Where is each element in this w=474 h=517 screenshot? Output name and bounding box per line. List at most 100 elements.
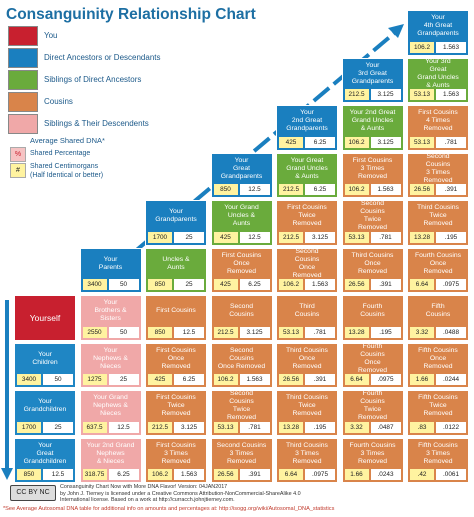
relationship-cell: Fourth Cousins Once Removed 6.64.0975	[341, 342, 404, 388]
relationship-cell: Your Nephews & Nieces 1275 25	[79, 342, 142, 388]
relationship-cell: Fifth Cousins 3 Times Removed .42.0061	[407, 437, 469, 483]
shared-centimorgans: 1.66	[344, 469, 369, 480]
relationship-cell: Your Grandchildren 1700 25	[14, 390, 76, 436]
shared-centimorgans: 318.75	[82, 469, 107, 480]
shared-centimorgans: 3400	[82, 279, 107, 290]
relationship-label: First Cousins 3 Times Removed	[156, 441, 196, 465]
shared-centimorgans: 425	[279, 136, 303, 148]
shared-centimorgans: 2550	[82, 326, 107, 338]
relationship-label: Your 3rd Great Grand Uncles & Aunts	[417, 57, 459, 89]
shared-centimorgans: 850	[148, 279, 172, 290]
relationship-label: Your Grand Uncles & Aunts	[224, 204, 259, 228]
relationship-cell: First Cousins Twice Removed 212.5 3.125	[145, 390, 207, 436]
relationship-label: First Cousins	[156, 307, 196, 315]
shared-centimorgans: 425	[213, 231, 238, 243]
relationship-cell: Third Cousins Twice Removed 13.28.195	[407, 200, 469, 246]
legend-label: You	[44, 31, 58, 40]
relationship-label: Your 4th Great Grandparents	[417, 14, 459, 38]
relationship-label: Your 2nd Grand Nephews & Nieces	[86, 441, 135, 465]
relationship-label: Fifth Cousins Once Removed	[418, 346, 458, 370]
shared-centimorgans: 212.5	[213, 326, 238, 338]
shared-percentage: .0488	[436, 326, 466, 338]
cm-label: Shared Centimorgans (Half Identical or b…	[30, 163, 104, 179]
shared-centimorgans: 425	[148, 374, 172, 385]
shared-centimorgans: 106.2	[410, 41, 434, 53]
relationship-label: Third Cousins Twice Removed	[286, 394, 328, 418]
relationship-cell: Yourself	[14, 295, 76, 341]
shared-centimorgans: 26.56	[344, 279, 369, 290]
relationship-label: Fourth Cousins	[360, 303, 385, 319]
shared-percentage: .195	[436, 231, 466, 243]
relationship-cell: Your 2nd Great Grand Uncles & Aunts 106.2…	[341, 105, 404, 151]
relationship-label: Second Cousins	[229, 303, 254, 319]
legend-label: Cousins	[44, 97, 73, 106]
shared-percentage: 3.125	[239, 326, 270, 338]
shared-percentage: .391	[370, 279, 401, 290]
relationship-cell: Your Grand Nephews & Nieces 637.5 12.5	[79, 390, 142, 436]
relationship-label: Your Grandchildren	[23, 398, 67, 414]
relationship-label: First Cousins 4 Times Removed	[418, 109, 458, 133]
relationship-cell: First Cousins 4 Times Removed 53.13.781	[407, 105, 469, 151]
relationship-cell: Fifth Cousins Twice Removed .83.0122	[407, 390, 469, 436]
shared-centimorgans: 26.56	[213, 469, 238, 480]
shared-centimorgans: 13.28	[279, 421, 303, 433]
legend-swatch	[8, 114, 38, 134]
shared-centimorgans: 212.5	[279, 184, 303, 195]
relationship-label: Your 2nd Great Grandparents	[286, 109, 328, 133]
shared-centimorgans: 106.2	[344, 184, 369, 195]
footer-text: Consanguinity Chart Now with More DNA Fl…	[60, 484, 301, 503]
shared-centimorgans: 850	[148, 326, 172, 338]
relationship-cell: Your 2nd Great Grandparents 425 6.25	[276, 105, 338, 151]
relationship-cell: First Cousins 3 Times Removed 106.2 1.563	[145, 437, 207, 483]
relationship-cell: Second Cousins 3 Times Removed 26.56.391	[407, 152, 469, 198]
shared-percentage: .0243	[370, 469, 401, 480]
relationship-cell: Third Cousins Once Removed 26.56.391	[341, 247, 404, 293]
relationship-label: Your Parents	[98, 255, 123, 271]
legend-swatch	[8, 48, 38, 68]
shared-percentage: 50	[108, 326, 139, 338]
shared-centimorgans: 53.13	[410, 89, 434, 100]
shared-percentage: 3.125	[174, 421, 204, 433]
shared-percentage: 6.25	[239, 279, 270, 290]
relationship-label: Fifth Cousins 3 Times Removed	[418, 441, 458, 465]
legend-label: Direct Ancestors or Descendants	[44, 53, 161, 62]
relationship-label: Your Brothers & Sisters	[94, 299, 127, 323]
shared-centimorgans: 212.5	[344, 89, 369, 100]
relationship-cell: Your Grandparents 1700 25	[145, 200, 207, 246]
shared-centimorgans: 53.13	[344, 231, 369, 243]
relationship-cell: Fourth Cousins 3 Times Removed 1.66.0243	[341, 437, 404, 483]
relationship-label: Second Cousins 3 Times Removed	[216, 441, 267, 465]
relationship-label: Your 3rd Great Grandparents	[351, 61, 394, 85]
shared-percentage: 50	[108, 279, 139, 290]
legend-swatch	[8, 92, 38, 112]
shared-centimorgans: 212.5	[279, 231, 303, 243]
shared-percentage: 25	[174, 231, 204, 243]
legend-swatch	[8, 26, 38, 46]
shared-centimorgans: 212.5	[148, 421, 172, 433]
shared-centimorgans: 106.2	[344, 136, 369, 148]
relationship-label: Third Cousins	[294, 303, 320, 319]
relationship-cell: First Cousins Once Removed 425 6.25	[210, 247, 273, 293]
shared-percentage: 6.25	[305, 184, 335, 195]
shared-centimorgans: 26.56	[279, 374, 303, 385]
chart-title: Consanguinity Relationship Chart	[6, 6, 256, 23]
legend-label: Siblings & Their Descendents	[44, 119, 149, 128]
shared-centimorgans: .83	[410, 421, 434, 433]
shared-percentage: 6.25	[305, 136, 335, 148]
relationship-cell: Your Brothers & Sisters 2550 50	[79, 295, 142, 341]
relationship-cell: First Cousins 3 Times Removed 106.2 1.563	[341, 152, 404, 198]
relationship-label: Third Cousins Once Removed	[351, 251, 394, 275]
relationship-label: Second Cousins Twice Removed	[226, 390, 257, 422]
legend-label: Siblings of Direct Ancestors	[44, 75, 142, 84]
relationship-cell: Fifth Cousins 3.32.0488	[407, 295, 469, 341]
relationship-label: Yourself	[29, 312, 61, 323]
relationship-label: Second Cousins Once Removed	[217, 346, 266, 370]
relationship-cell: Your Great Grandchildren 850 12.5	[14, 437, 76, 483]
shared-percentage: .0975	[370, 374, 401, 385]
relationship-cell: Your Parents 3400 50	[79, 247, 142, 293]
shared-centimorgans: 850	[213, 184, 238, 195]
relationship-label: Fourth Cousins 3 Times Removed	[349, 441, 396, 465]
shared-percentage: 12.5	[239, 231, 270, 243]
relationship-cell: Second Cousins 212.5 3.125	[210, 295, 273, 341]
relationship-cell: Uncles & Aunts 850 25	[145, 247, 207, 293]
